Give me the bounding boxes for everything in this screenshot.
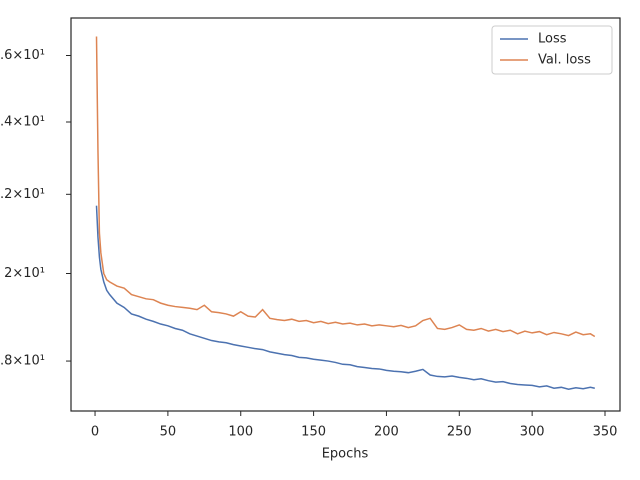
x-axis-label: Epochs bbox=[322, 447, 369, 462]
legend-label: Val. loss bbox=[538, 53, 591, 68]
y-tick-label: 1.8×10¹ bbox=[0, 354, 45, 369]
series-line bbox=[95, 205, 595, 390]
y-tick-label: 2.6×10¹ bbox=[0, 48, 45, 63]
x-tick-label: 150 bbox=[301, 425, 326, 440]
legend-box bbox=[491, 25, 613, 75]
x-tick-label: 350 bbox=[593, 425, 618, 440]
x-tick-label: 0 bbox=[91, 425, 99, 440]
plot-frame bbox=[70, 17, 621, 412]
x-tick-label: 300 bbox=[520, 425, 545, 440]
y-tick-label: 2.4×10¹ bbox=[0, 115, 45, 130]
legend-label: Loss bbox=[538, 32, 567, 47]
x-tick-label: 50 bbox=[160, 425, 177, 440]
y-tick-label: 2×10¹ bbox=[4, 266, 45, 281]
x-tick-label: 100 bbox=[228, 425, 253, 440]
x-tick-label: 200 bbox=[374, 425, 399, 440]
y-tick-label: 2.2×10¹ bbox=[0, 187, 45, 202]
x-tick-label: 250 bbox=[447, 425, 472, 440]
series-line bbox=[95, 36, 596, 338]
